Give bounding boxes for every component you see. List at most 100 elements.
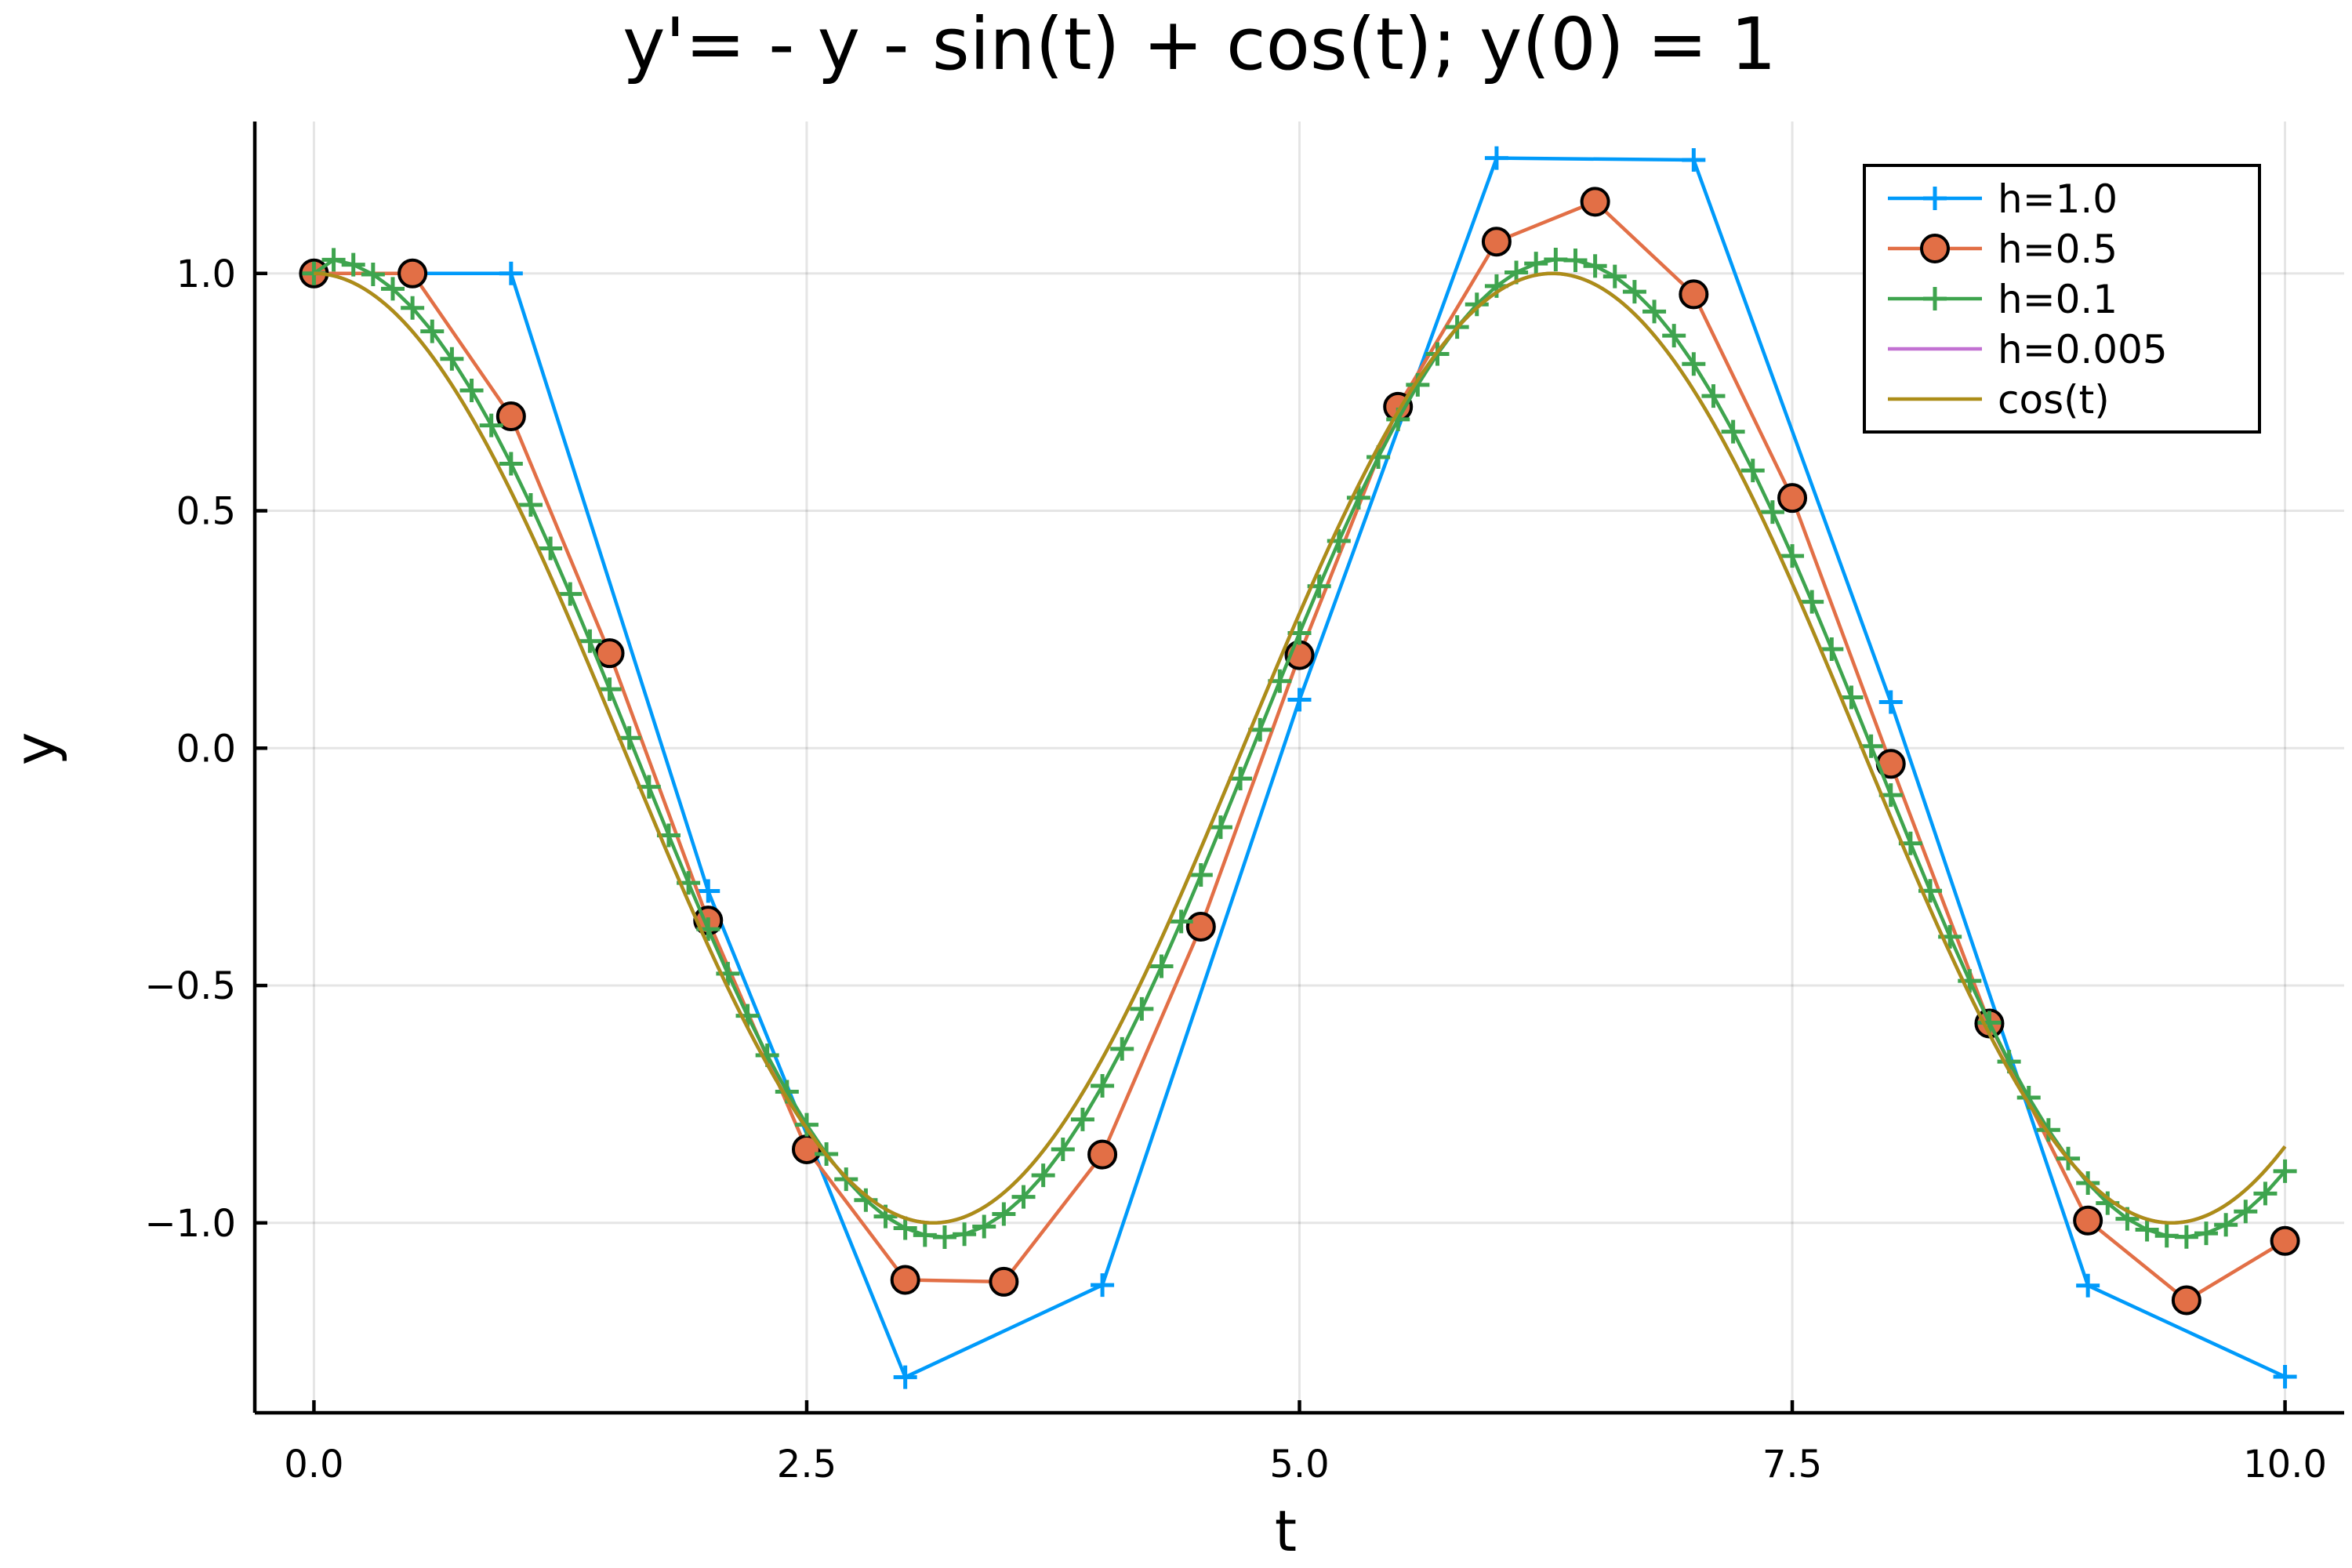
data-point	[2214, 1213, 2238, 1237]
data-point	[539, 536, 563, 561]
legend-marker	[1923, 287, 1947, 310]
data-point	[1740, 459, 1765, 483]
data-point	[578, 629, 602, 653]
data-point	[992, 1202, 1016, 1226]
legend-item: h=0.1	[1888, 277, 2118, 322]
y-axis-label: y	[2, 732, 68, 766]
data-point	[617, 726, 641, 750]
data-point	[932, 1225, 956, 1249]
data-point	[1070, 1107, 1094, 1131]
data-point	[479, 413, 503, 437]
data-point	[420, 319, 445, 343]
data-point	[696, 879, 720, 903]
data-point	[2270, 1225, 2300, 1256]
series-cos-t-	[314, 271, 2287, 1225]
data-point	[953, 1222, 977, 1247]
legend-marker	[1920, 234, 1950, 263]
data-point	[1031, 1163, 1055, 1188]
x-tick-label: 2.5	[777, 1443, 837, 1486]
legend-item: h=0.5	[1888, 227, 2118, 272]
data-point	[1484, 146, 1508, 170]
data-point	[1011, 1185, 1036, 1209]
legend-label: h=0.5	[1998, 227, 2118, 272]
legend-item: h=0.005	[1888, 327, 2168, 372]
legend-marker	[1923, 187, 1947, 210]
data-point	[597, 677, 622, 702]
data-point	[2154, 1224, 2179, 1248]
series-line	[314, 271, 2287, 1225]
data-point	[558, 582, 583, 606]
x-tick-label: 5.0	[1269, 1443, 1329, 1486]
data-point	[1721, 419, 1745, 444]
data-point	[2174, 1225, 2198, 1249]
data-point	[518, 492, 543, 517]
data-point	[1208, 815, 1232, 840]
legend-label: h=1.0	[1998, 176, 2118, 222]
legend-label: cos(t)	[1998, 377, 2110, 423]
data-point	[1800, 590, 1824, 614]
data-point	[989, 1266, 1019, 1297]
data-point	[1189, 863, 1213, 887]
series-h-1-0	[302, 146, 2297, 1389]
data-point	[499, 261, 523, 285]
data-point	[1642, 299, 1667, 324]
data-point	[440, 347, 464, 371]
data-point	[913, 1223, 937, 1247]
data-point	[397, 258, 428, 289]
data-point	[1563, 248, 1588, 272]
data-point	[1662, 324, 1686, 348]
y-tick-label: −1.0	[144, 1202, 236, 1246]
data-point	[890, 1265, 920, 1295]
data-point	[401, 296, 425, 320]
data-point	[341, 252, 365, 277]
data-point	[2036, 1118, 2060, 1142]
axes: 0.0 2.5 5.0 7.5 10.0 −1.0 −0.5 0.0 0.5 1.0	[144, 122, 2344, 1486]
legend-label: h=0.1	[1998, 277, 2118, 322]
data-point	[499, 452, 523, 476]
data-point	[893, 1216, 917, 1240]
data-point	[1091, 1273, 1115, 1298]
data-point	[361, 262, 385, 286]
data-point	[1780, 544, 1805, 568]
data-point	[2273, 1159, 2297, 1183]
data-point	[380, 277, 405, 301]
y-tick-label: −0.5	[144, 964, 236, 1008]
data-point	[1839, 685, 1864, 710]
data-point	[1169, 909, 1193, 934]
data-point	[1760, 500, 1784, 524]
data-point	[1701, 384, 1726, 408]
x-tick-label: 7.5	[1762, 1443, 1822, 1486]
data-point	[1287, 688, 1312, 712]
x-tick-label: 0.0	[284, 1443, 343, 1486]
y-tick-label: 0.0	[176, 727, 236, 771]
series-h-0-5	[299, 187, 2300, 1316]
data-point	[2234, 1200, 2258, 1224]
x-tick-label: 10.0	[2243, 1443, 2327, 1486]
data-point	[1524, 252, 1548, 276]
data-point	[2135, 1218, 2159, 1242]
data-point	[1110, 1036, 1134, 1061]
data-point	[321, 248, 346, 272]
data-point	[1229, 767, 1253, 791]
data-point	[1682, 148, 1706, 172]
x-axis-label: t	[1275, 1498, 1297, 1564]
data-point	[2171, 1285, 2201, 1316]
data-point	[1583, 254, 1607, 278]
data-point	[1622, 280, 1646, 304]
data-point	[1859, 734, 1883, 758]
legend-label: h=0.005	[1998, 327, 2168, 372]
data-point	[1185, 911, 1216, 942]
data-point	[1682, 352, 1706, 376]
legend-item: cos(t)	[1888, 377, 2110, 423]
data-point	[1602, 264, 1627, 289]
data-point	[1465, 292, 1489, 317]
legend-item: h=1.0	[1888, 176, 2118, 222]
data-point	[1087, 1139, 1118, 1170]
data-point	[1149, 954, 1174, 978]
series-layer	[299, 146, 2300, 1389]
data-point	[1878, 690, 1903, 714]
data-point	[2076, 1273, 2100, 1298]
y-tick-label: 1.0	[176, 252, 236, 296]
data-point	[2194, 1221, 2219, 1246]
